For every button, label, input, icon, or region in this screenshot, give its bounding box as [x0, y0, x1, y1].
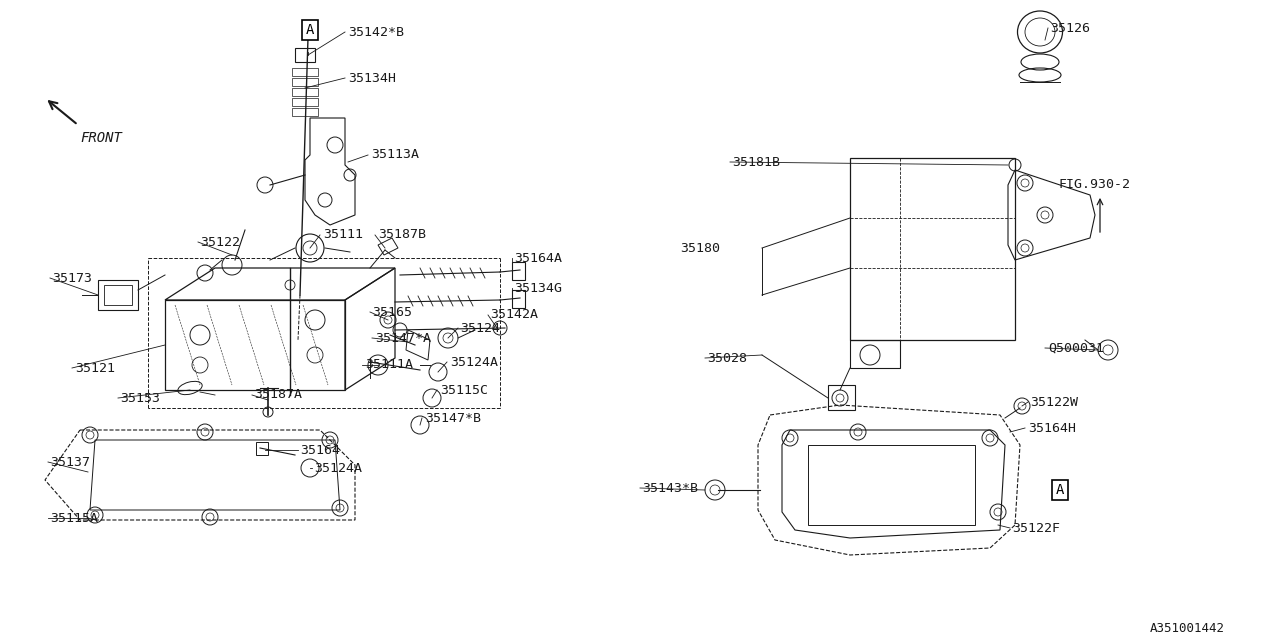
- Text: Q500031: Q500031: [1048, 342, 1103, 355]
- Text: 35124A: 35124A: [451, 355, 498, 369]
- Text: A: A: [1056, 483, 1064, 497]
- Text: 35115C: 35115C: [440, 383, 488, 397]
- Text: FRONT: FRONT: [79, 131, 122, 145]
- Text: 35187A: 35187A: [253, 388, 302, 401]
- Text: 35153: 35153: [120, 392, 160, 404]
- Text: 35164: 35164: [300, 444, 340, 456]
- Text: 35134G: 35134G: [515, 282, 562, 294]
- Text: A: A: [306, 23, 314, 37]
- Text: 35124A: 35124A: [314, 461, 362, 474]
- Text: A351001442: A351001442: [1149, 621, 1225, 634]
- Text: 35142*B: 35142*B: [348, 26, 404, 38]
- Text: 35180: 35180: [680, 241, 719, 255]
- Text: 35115A: 35115A: [50, 511, 99, 525]
- Text: 35147*A: 35147*A: [375, 332, 431, 344]
- Text: 35181B: 35181B: [732, 156, 780, 168]
- Text: 35028: 35028: [707, 351, 748, 365]
- Text: 35147*B: 35147*B: [425, 412, 481, 424]
- Text: FIG.930-2: FIG.930-2: [1059, 179, 1130, 191]
- Text: 35111A: 35111A: [365, 358, 413, 371]
- Text: 35173: 35173: [52, 271, 92, 285]
- Text: 35165: 35165: [372, 305, 412, 319]
- Text: 35142A: 35142A: [490, 308, 538, 321]
- Text: 35122: 35122: [200, 236, 241, 248]
- Text: 35164A: 35164A: [515, 252, 562, 264]
- Text: 35126: 35126: [1050, 22, 1091, 35]
- Text: 35187B: 35187B: [378, 228, 426, 241]
- Text: 35124: 35124: [460, 321, 500, 335]
- Text: 35122W: 35122W: [1030, 396, 1078, 408]
- Text: 35137: 35137: [50, 456, 90, 468]
- Text: 35143*B: 35143*B: [643, 481, 698, 495]
- Text: 35113A: 35113A: [371, 148, 419, 161]
- Text: 35122F: 35122F: [1012, 522, 1060, 534]
- Text: 35134H: 35134H: [348, 72, 396, 84]
- Text: 35111: 35111: [323, 228, 364, 241]
- Text: 35164H: 35164H: [1028, 422, 1076, 435]
- Text: 35121: 35121: [76, 362, 115, 374]
